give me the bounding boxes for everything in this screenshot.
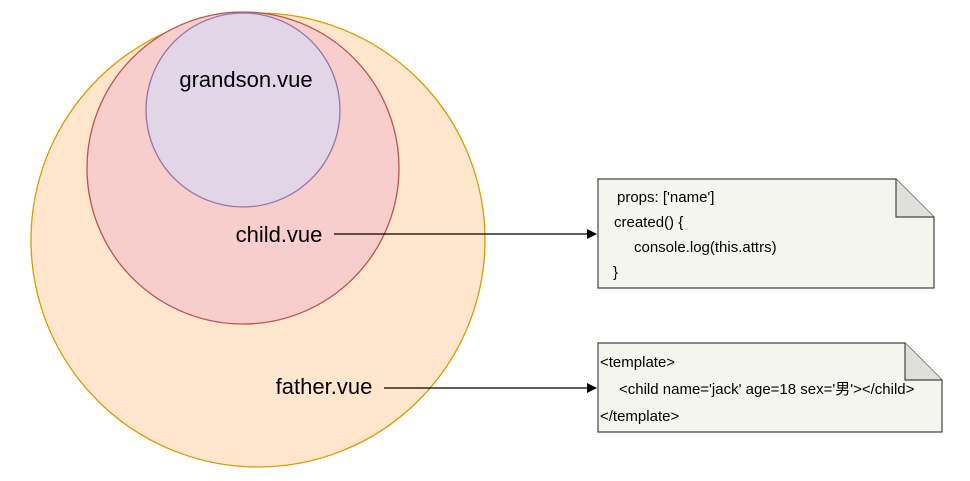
father-label: father.vue — [276, 374, 373, 399]
father-note: <template> <child name='jack' age=18 sex… — [597, 342, 943, 433]
grandson-label: grandson.vue — [179, 67, 312, 92]
child-note-line-2: created() { — [614, 214, 683, 231]
father-note-fold — [904, 343, 942, 381]
child-note-line-1: props: ['name'] — [617, 189, 714, 206]
grandson-circle — [145, 12, 341, 208]
child-note-fold — [895, 179, 934, 218]
father-note-line-2: <child name='jack' age=18 sex='男'></chil… — [619, 381, 915, 398]
child-label: child.vue — [236, 222, 323, 247]
child-note-body — [597, 178, 935, 289]
child-note-line-4: } — [613, 264, 618, 281]
father-note-line-1: <template> — [600, 354, 675, 371]
child-note: props: ['name'] created() { console.log(… — [597, 178, 935, 289]
child-note-line-3: console.log(this.attrs) — [634, 239, 777, 256]
father-note-body — [597, 342, 943, 433]
father-note-line-3: </template> — [600, 408, 679, 425]
